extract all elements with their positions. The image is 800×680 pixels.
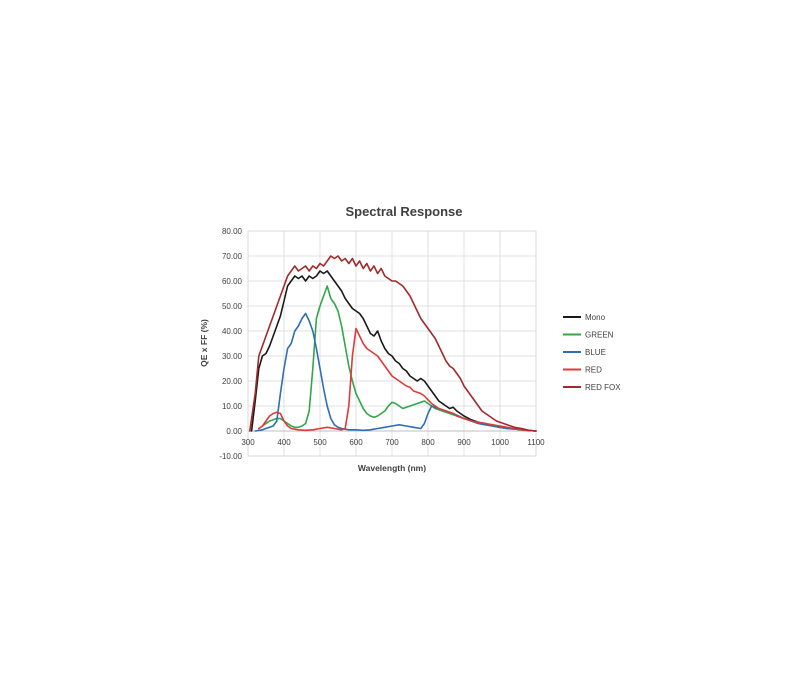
x-tick-label: 400: [277, 438, 291, 447]
y-axis-ticks: -10.00 0.00 10.00 20.00 30.00 40.00 50.00 60.00…: [219, 227, 242, 461]
x-tick-label: 600: [349, 438, 363, 447]
x-axis-label: Wavelength (nm): [358, 463, 426, 473]
legend-label: RED FOX: [585, 383, 621, 392]
x-tick-label: 1100: [527, 438, 545, 447]
x-tick-label: 300: [241, 438, 255, 447]
y-tick-label: 10.00: [222, 402, 243, 411]
y-tick-label: 60.00: [222, 277, 243, 286]
y-tick-label: 80.00: [222, 227, 243, 236]
y-tick-label: 20.00: [222, 377, 243, 386]
y-tick-label: 40.00: [222, 327, 243, 336]
series-line-red-fox: [249, 255, 537, 432]
x-tick-label: 700: [385, 438, 399, 447]
y-axis-label: QE x FF (%): [199, 319, 209, 367]
series-lines: [249, 255, 537, 432]
legend: Mono GREEN BLUE RED RED FOX: [563, 313, 621, 392]
x-axis-ticks: 300 400 500 600 700 800 900 1000 1100: [241, 438, 545, 447]
series-line-green: [257, 285, 537, 432]
y-tick-label: 70.00: [222, 252, 243, 261]
y-tick-label: 30.00: [222, 352, 243, 361]
series-line-red: [257, 327, 537, 432]
y-tick-label: -10.00: [219, 452, 242, 461]
legend-label: GREEN: [585, 331, 614, 340]
y-tick-label: 0.00: [226, 427, 242, 436]
legend-label: Mono: [585, 313, 606, 322]
x-tick-label: 1000: [491, 438, 509, 447]
legend-label: RED: [585, 366, 602, 375]
y-tick-label: 50.00: [222, 302, 243, 311]
x-tick-label: 900: [457, 438, 471, 447]
chart-title: Spectral Response: [345, 204, 462, 219]
x-tick-label: 800: [421, 438, 435, 447]
x-tick-label: 500: [313, 438, 327, 447]
series-line-mono: [250, 270, 537, 432]
legend-label: BLUE: [585, 348, 606, 357]
plot-area: [247, 230, 537, 457]
